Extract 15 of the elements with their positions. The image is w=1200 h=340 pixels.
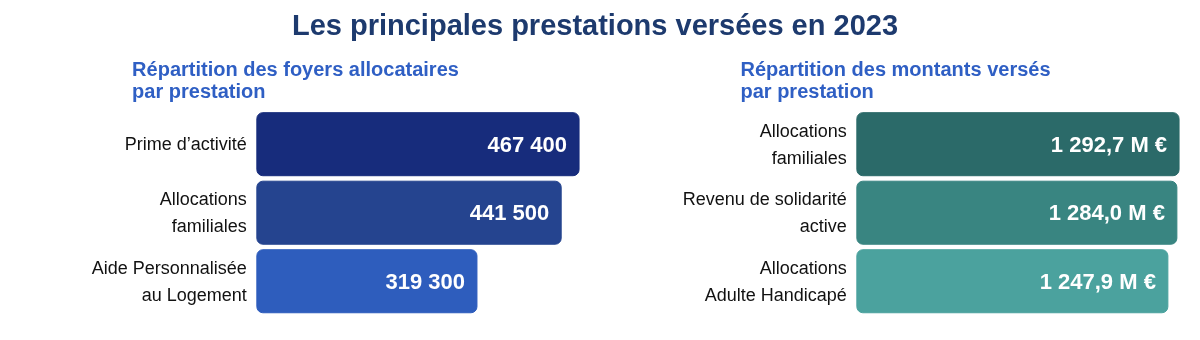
chart-subtitle: Répartition des foyers allocataires par prestation — [132, 57, 459, 102]
data-label: 1 284,0 M € — [1048, 200, 1165, 226]
chart-title: Les principales prestations versées en 2023 — [291, 8, 899, 43]
data-label: 1 247,9 M € — [1039, 268, 1156, 294]
data-label: 467 400 — [487, 131, 568, 157]
category-label: Allocations Adulte Handicapé — [704, 257, 847, 305]
data-label: 441 500 — [469, 200, 550, 226]
category-label: Prime d’activité — [124, 134, 247, 155]
data-label: 1 292,7 M € — [1050, 131, 1168, 157]
category-label: Allocations familiales — [759, 120, 847, 168]
data-label: 319 300 — [385, 268, 465, 294]
category-label: Aide Personnalisée au Logement — [91, 257, 247, 305]
category-label: Revenu de solidarité active — [682, 189, 847, 237]
category-label: Allocations familiales — [159, 189, 247, 237]
chart-subtitle: Répartition des montants versés par prestation — [740, 57, 1051, 102]
